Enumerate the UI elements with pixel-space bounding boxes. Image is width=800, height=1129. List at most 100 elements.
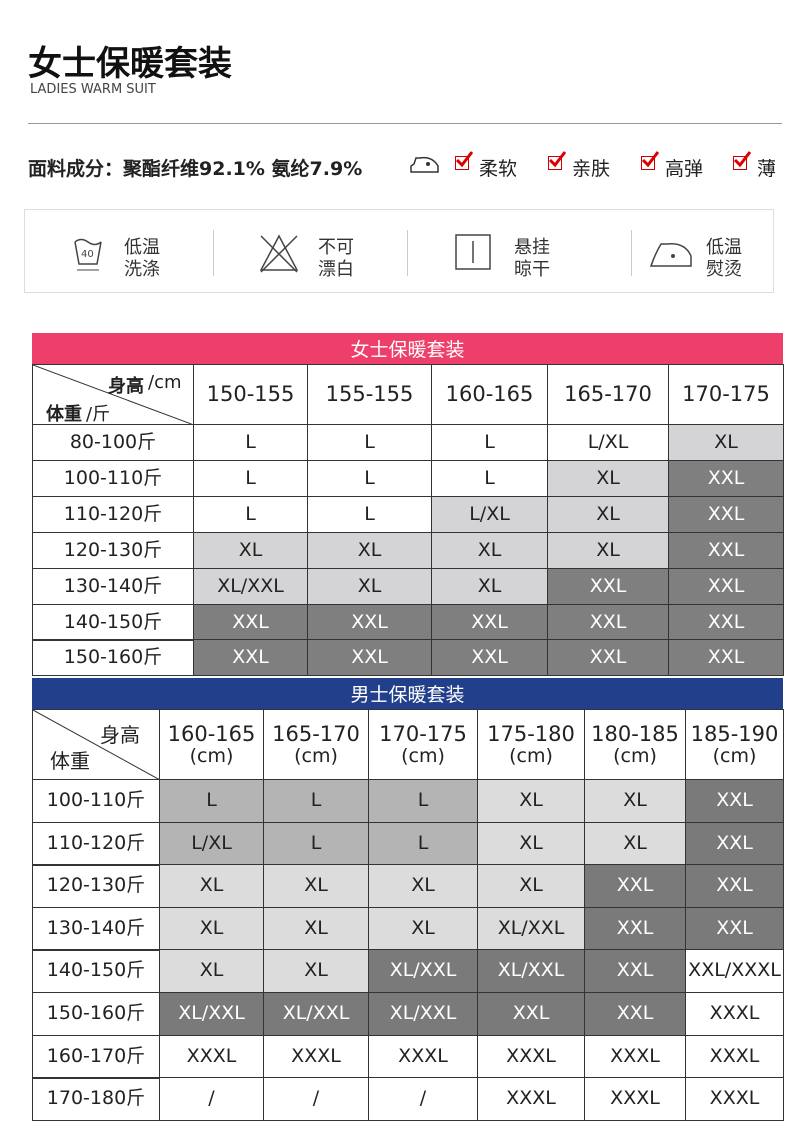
iron-low-icon [649, 243, 692, 267]
size-cell: L [431, 424, 548, 461]
row-header: 140-150斤 [32, 604, 194, 641]
column-header: 150-155 [193, 364, 308, 425]
diagonal [33, 365, 194, 425]
check [733, 151, 751, 168]
column-header: 155-155 [307, 364, 432, 425]
corner-top: 身高 [108, 376, 144, 397]
column-unit: (cm) [189, 744, 234, 767]
iron-icon [410, 156, 439, 173]
material: 面料成分：聚酯纤维92.1% 氨纶7.9% [28, 158, 363, 180]
column-header: 180-185 (cm) [584, 709, 686, 780]
care-label: 洗涤 [124, 259, 160, 280]
feature-check [548, 151, 566, 170]
row-header: 160-170斤 [32, 1035, 160, 1079]
column-range: 165-170 [272, 721, 360, 746]
separator [407, 230, 408, 276]
size-cell: XXL [431, 604, 548, 641]
feature: 亲肤 [572, 158, 611, 180]
size-cell: XL [547, 460, 669, 497]
size-cell: XL [263, 949, 369, 993]
size-cell: XXL [685, 907, 784, 951]
size-cell: XXL [431, 639, 548, 676]
care-label: 漂白 [318, 259, 354, 280]
title: 女士保暖套装 [28, 44, 232, 84]
row-header: 170-180斤 [32, 1077, 160, 1121]
size-cell: L [193, 424, 308, 461]
size-cell: XL [307, 568, 432, 605]
size-cell: XXL [668, 568, 784, 605]
size-cell: XXXL [584, 1035, 686, 1079]
size-cell: XXXL [368, 1035, 478, 1079]
size-cell: XL/XXL [193, 568, 308, 605]
feature: 高弹 [665, 158, 704, 180]
size-cell: XXL [584, 949, 686, 993]
hang-dry-icon [455, 234, 491, 270]
size-cell: XL [263, 864, 369, 908]
column-header: 170-175 [668, 364, 784, 425]
size-cell: XXL [477, 992, 585, 1036]
size-cell: XL/XXL [477, 907, 585, 951]
feature: 薄 [757, 158, 777, 180]
column-header: 165-170 (cm) [263, 709, 369, 780]
column-header: 185-190 (cm) [685, 709, 784, 780]
row-header: 100-110斤 [32, 779, 160, 823]
size-cell: L [307, 496, 432, 533]
size-cell: XL [547, 532, 669, 569]
row-header: 150-160斤 [32, 992, 160, 1036]
size-cell: XL [263, 907, 369, 951]
size-cell: L [263, 822, 369, 866]
corner-bottom: 体重 [46, 404, 82, 425]
row-header: 110-120斤 [32, 496, 194, 533]
care-label: 悬挂 [514, 237, 550, 258]
care-box: 40 [24, 209, 774, 293]
size-cell: XL [668, 424, 784, 461]
size-cell: XXL [547, 639, 669, 676]
row-header: 80-100斤 [32, 424, 194, 461]
size-cell: L [193, 496, 308, 533]
column-header: 175-180 (cm) [477, 709, 585, 780]
size-cell: XXXL [263, 1035, 369, 1079]
size-cell: XXL [584, 907, 686, 951]
size-cell: L [307, 424, 432, 461]
size-cell: XL [477, 822, 585, 866]
size-cell: XL [477, 864, 585, 908]
table-title: 女士保暖套装 [32, 333, 783, 364]
table-title: 男士保暖套装 [32, 678, 783, 709]
feature-check [455, 151, 473, 170]
care-label: 晾干 [514, 259, 550, 280]
size-cell: XXL [307, 639, 432, 676]
corner-bottom: 体重 [50, 749, 90, 773]
size-cell: XXL [193, 639, 308, 676]
size-cell: L [159, 779, 264, 823]
column-header: 165-170 [547, 364, 669, 425]
divider [28, 123, 782, 124]
size-cell: XL [368, 864, 478, 908]
size-cell: XXXL [685, 1077, 784, 1121]
size-cell: L [193, 460, 308, 497]
size-cell: XL [431, 532, 548, 569]
column-range: 180-185 [591, 721, 679, 746]
size-cell: XXL [668, 496, 784, 533]
column-range: 185-190 [690, 721, 779, 746]
size-cell: XL [368, 907, 478, 951]
separator [631, 230, 632, 276]
column-unit: (cm) [509, 744, 553, 767]
column-header: 160-165 [431, 364, 548, 425]
size-cell: XL [159, 949, 264, 993]
size-cell: / [263, 1077, 369, 1121]
column-range: 170-175 [379, 721, 467, 746]
size-cell: XXL/XXXL [685, 949, 784, 993]
size-cell: XXXL [685, 1035, 784, 1079]
size-cell: XXL [547, 604, 669, 641]
size-cell: XL [584, 822, 686, 866]
column-range: 175-180 [487, 721, 575, 746]
size-cell: L/XL [159, 822, 264, 866]
size-cell: XXL [584, 864, 686, 908]
care-label: 低温 [706, 237, 742, 258]
size-cell: L [263, 779, 369, 823]
corner-bottom-unit: /斤 [86, 404, 111, 425]
row-header: 130-140斤 [32, 907, 160, 951]
column-header: 160-165 (cm) [159, 709, 264, 780]
care-label: 熨烫 [706, 259, 742, 280]
corner-top-unit: /cm [148, 372, 182, 393]
